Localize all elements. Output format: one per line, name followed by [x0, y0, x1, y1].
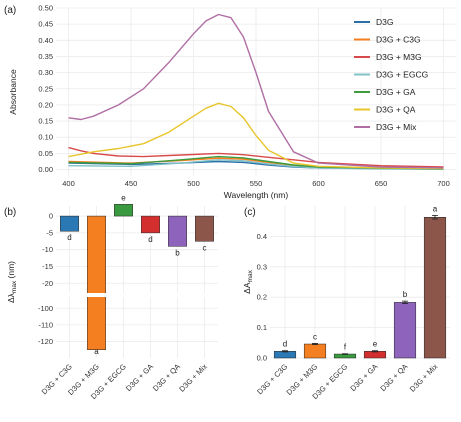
panel-b-y-tick-label: -15 — [42, 262, 53, 271]
panel-c-y-tick-label: 0.0 — [257, 354, 267, 363]
panel-b-y-tick-label: -120 — [38, 337, 53, 346]
series-line-d3g-qa — [68, 102, 444, 170]
panel-b-y-tick-label: 0 — [49, 212, 53, 221]
panel-a-y-tick-label: 0.05 — [38, 149, 53, 158]
bar-d3g-qa — [393, 302, 417, 359]
panel-a-chart: (a) 400 450 500 550 600 650 700 0.00 0.05 0.10 0.1… — [4, 4, 456, 200]
panel-a-y-tick-label: 0.40 — [38, 36, 53, 45]
panel-a-x-tick-label: 700 — [437, 179, 450, 188]
panel-a-legend: D3G D3G + C3G D3G + M3G D3G + EGCG D3G + GA D… — [354, 17, 428, 132]
panel-b-y-tick-label: -10 — [42, 245, 53, 254]
bar-d3g-qa — [168, 215, 187, 247]
significance-letter-d3g-ga: e — [373, 340, 378, 349]
panel-a-y-tick-label: 0.50 — [38, 4, 53, 13]
panel-a-x-tick-label: 600 — [312, 179, 325, 188]
panel-b-y-tick-label: -20 — [42, 279, 53, 288]
bar-d3g-m3g — [87, 215, 106, 350]
panel-b-bars: d a e d b c — [56, 193, 218, 356]
panel-a-y-axis-label: Absorbance — [8, 69, 18, 115]
panel-a-x-tick-label: 400 — [62, 179, 75, 188]
panel-c-x-tick-label: D3G + GA — [348, 362, 379, 393]
panel-c-x-tick-label: D3G + Mix — [408, 362, 440, 394]
legend-label-d3g-egcg: D3G + EGCG — [376, 70, 428, 80]
panel-a-x-tick-label: 650 — [375, 179, 388, 188]
legend-label-d3g-m3g: D3G + M3G — [376, 52, 422, 62]
panel-b-y-label-sub: max — [11, 280, 18, 293]
panel-c-y-tick-label: 0.4 — [257, 232, 267, 241]
panel-b-y-label-main: Δλ — [6, 292, 16, 303]
panel-a-axes: 400 450 500 550 600 650 700 0.00 0.05 0.10 0.15 0.2… — [38, 4, 449, 189]
panel-b-x-tick-label: D3G + Mix — [177, 362, 209, 394]
panel-b-y-tick-label: -100 — [38, 304, 53, 313]
panel-c-grid — [270, 206, 450, 359]
panel-a-x-tick-label: 500 — [187, 179, 200, 188]
panel-c-bars: d c f e b a — [273, 204, 447, 359]
significance-letter-d3g-ga: d — [148, 235, 152, 244]
panel-a-x-axis-label: Wavelength (nm) — [224, 190, 289, 200]
legend-label-d3g-qa: D3G + QA — [376, 105, 416, 115]
panel-a-label: (a) — [4, 5, 16, 16]
panel-b-x-tick-label: D3G + GA — [124, 362, 155, 393]
bar-d3g-mix — [195, 215, 214, 242]
legend-label-d3g: D3G — [376, 17, 393, 27]
bar-d3g-m3g — [303, 343, 327, 359]
panel-a-x-tick-label: 550 — [250, 179, 263, 188]
bar-d3g-mix — [423, 216, 447, 359]
panel-b-y-label-unit: (nm) — [6, 261, 16, 281]
significance-letter-d3g-m3g: a — [94, 347, 99, 356]
panel-c-y-tick-label: 0.1 — [257, 323, 267, 332]
significance-letter-d3g-m3g: c — [313, 332, 317, 341]
panel-a-series-lines — [68, 13, 444, 170]
panel-b-label: (b) — [4, 207, 16, 218]
series-line-d3g-mix — [68, 13, 444, 169]
panel-c-y-tick-label: 0.3 — [257, 262, 267, 271]
significance-letter-d3g-qa: b — [403, 290, 408, 299]
panel-c-y-label-sub: max — [247, 269, 254, 282]
panel-c-y-label-main: ΔA — [242, 282, 252, 294]
panel-c-label: (c) — [244, 207, 256, 218]
legend-label-d3g-ga: D3G + GA — [376, 87, 416, 97]
panel-c-x-tick-label: D3G + QA — [378, 362, 409, 393]
panel-a-y-tick-label: 0.00 — [38, 165, 53, 174]
panel-a-y-tick-label: 0.35 — [38, 52, 53, 61]
panel-b-y-tick-label: -110 — [39, 320, 53, 329]
series-line-d3g-egcg — [68, 159, 444, 170]
significance-letter-d3g-qa: b — [175, 248, 180, 257]
panel-c-y-axis-label: ΔAmax — [242, 269, 254, 293]
panel-a-y-tick-label: 0.30 — [38, 68, 53, 77]
axis-break-gap — [56, 293, 218, 297]
bar-d3g-ga — [141, 215, 160, 234]
bar-d3g-egcg — [114, 204, 133, 217]
bar-d3g-c3g — [60, 215, 79, 232]
panel-a-x-tick-label: 450 — [125, 179, 138, 188]
panel-a-y-tick-label: 0.45 — [38, 20, 53, 29]
significance-letter-d3g-c3g: d — [283, 340, 287, 349]
legend-label-d3g-c3g: D3G + C3G — [376, 35, 421, 45]
panel-a-y-tick-label: 0.20 — [38, 100, 53, 109]
panel-a-y-tick-label: 0.15 — [38, 117, 53, 126]
significance-letter-d3g-egcg: e — [121, 193, 126, 202]
panel-b-grid — [56, 206, 218, 358]
panel-a-y-tick-label: 0.10 — [38, 133, 53, 142]
panel-a-y-tick-label: 0.25 — [38, 84, 53, 93]
significance-letter-d3g-egcg: f — [344, 343, 347, 352]
significance-letter-d3g-mix: c — [203, 243, 207, 252]
legend-label-d3g-mix: D3G + Mix — [376, 122, 417, 132]
panel-b-chart: (b) d a e d b c 0 -5 -10 -15 -20 -100 -110 -120 D3G +… — [4, 193, 218, 401]
panel-c-y-tick-label: 0.2 — [257, 293, 267, 302]
panel-b-y-tick-label: -5 — [46, 228, 53, 237]
significance-letter-d3g-c3g: d — [67, 233, 71, 242]
significance-letter-d3g-mix: a — [433, 204, 438, 213]
panel-b-y-axis-label: Δλmax (nm) — [6, 261, 18, 303]
